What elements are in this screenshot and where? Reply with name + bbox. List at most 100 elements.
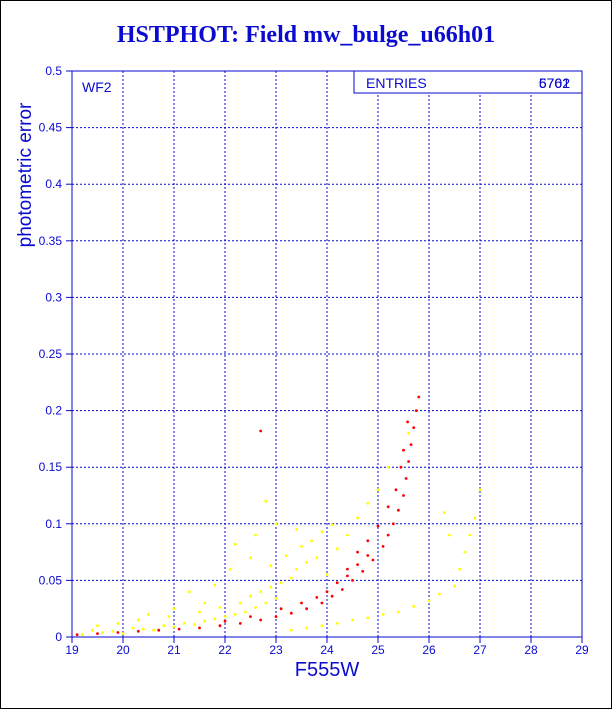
scatter-point xyxy=(289,576,293,580)
scatter-point xyxy=(279,607,283,611)
x-axis-label: F555W xyxy=(295,659,360,681)
scatter-point xyxy=(340,588,344,591)
scatter-point xyxy=(407,431,410,435)
x-tick-label: 21 xyxy=(167,643,181,657)
scatter-point xyxy=(182,622,186,625)
scatter-point xyxy=(203,619,207,623)
scatter-point xyxy=(386,505,390,509)
scatter-point xyxy=(223,615,227,618)
x-axis-ticks: 19 20 21 22 23 24 25 26 27 28 29 xyxy=(65,637,589,657)
scatter-point xyxy=(213,617,217,621)
scatter-point xyxy=(96,632,99,635)
scatter-point xyxy=(397,508,400,512)
scatter-point xyxy=(249,556,252,560)
scatter-point xyxy=(213,583,217,587)
y-tick-label: 0.05 xyxy=(39,573,63,587)
scatter-point xyxy=(177,627,181,631)
scatter-point xyxy=(142,627,145,631)
scatter-point xyxy=(412,605,416,608)
scatter-point xyxy=(136,618,140,622)
scatter-point xyxy=(371,558,375,562)
x-tick-label: 19 xyxy=(65,643,79,657)
scatter-point xyxy=(295,567,298,571)
scatter-point xyxy=(366,502,370,505)
y-tick-label: 0 xyxy=(55,630,62,644)
stats-entries-value-1: 5761 xyxy=(539,75,570,91)
scatter-point xyxy=(335,547,339,551)
scatter-point xyxy=(442,511,446,514)
scatter-point xyxy=(254,533,257,537)
scatter-point xyxy=(366,554,370,557)
y-tick-label: 0.5 xyxy=(45,64,62,78)
scatter-point xyxy=(238,601,242,605)
scatter-point xyxy=(310,539,314,543)
scatter-point xyxy=(274,522,278,526)
scatter-point xyxy=(223,619,227,623)
scatter-point xyxy=(356,516,359,520)
scatter-point xyxy=(330,523,334,527)
scatter-point xyxy=(381,613,385,616)
scatter-point xyxy=(172,625,176,629)
scatter-point xyxy=(386,465,390,469)
scatter-point xyxy=(193,623,196,626)
scatter-point xyxy=(437,592,441,596)
scatter-point xyxy=(136,629,140,633)
scatter-point xyxy=(80,633,84,637)
scatter-point xyxy=(473,516,477,520)
scatter-point xyxy=(320,601,324,605)
scatter-point xyxy=(399,465,403,469)
scatter-point xyxy=(269,585,273,589)
scatter-point xyxy=(264,601,268,605)
scatter-point xyxy=(330,594,334,598)
scatter-point xyxy=(264,499,268,503)
y-tick-label: 0.3 xyxy=(45,290,62,304)
scatter-point xyxy=(111,629,115,633)
scatter-point xyxy=(407,460,410,463)
y-tick-label: 0.25 xyxy=(39,347,63,361)
y-tick-label: 0.4 xyxy=(45,177,62,191)
stats-entries-value-2: 6702 xyxy=(539,75,570,91)
scatter-point xyxy=(402,448,405,452)
scatter-point xyxy=(249,615,252,618)
scatter-point xyxy=(116,622,120,625)
data-points xyxy=(75,395,482,637)
scatter-point xyxy=(198,626,201,630)
scatter-point xyxy=(366,616,370,620)
scatter-point xyxy=(274,597,278,600)
scatter-point xyxy=(376,488,380,492)
scatter-point xyxy=(300,601,303,605)
scatter-point xyxy=(238,622,242,625)
scatter-point xyxy=(386,533,390,537)
scatter-point xyxy=(172,607,176,611)
scatter-point xyxy=(468,533,472,537)
scatter-point xyxy=(75,633,79,637)
x-tick-label: 28 xyxy=(524,643,538,657)
scatter-point xyxy=(289,611,293,615)
scatter-point xyxy=(147,613,150,616)
scatter-point xyxy=(409,443,413,446)
scatter-point xyxy=(254,606,257,609)
scatter-point xyxy=(269,564,273,568)
scatter-point xyxy=(346,567,349,571)
scatter-point xyxy=(101,631,104,634)
scatter-point xyxy=(274,615,278,618)
scatter-point xyxy=(157,628,161,632)
scatter-point xyxy=(279,581,283,585)
scatter-point xyxy=(244,610,247,614)
scatter-point xyxy=(412,426,416,429)
scatter-point xyxy=(346,574,349,578)
scatter-point xyxy=(361,569,365,573)
scatter-point xyxy=(96,624,99,628)
scatter-point xyxy=(417,395,421,399)
scatter-point xyxy=(218,624,222,628)
scatter-point xyxy=(228,567,232,571)
scatter-point xyxy=(335,622,339,625)
y-axis-label: photometric error xyxy=(15,102,36,247)
scatter-point xyxy=(376,524,380,528)
x-tick-label: 24 xyxy=(320,643,334,657)
stats-entries-label: ENTRIES xyxy=(366,75,427,91)
scatter-point xyxy=(187,590,191,594)
scatter-point xyxy=(406,420,409,424)
scatter-point xyxy=(249,594,252,598)
